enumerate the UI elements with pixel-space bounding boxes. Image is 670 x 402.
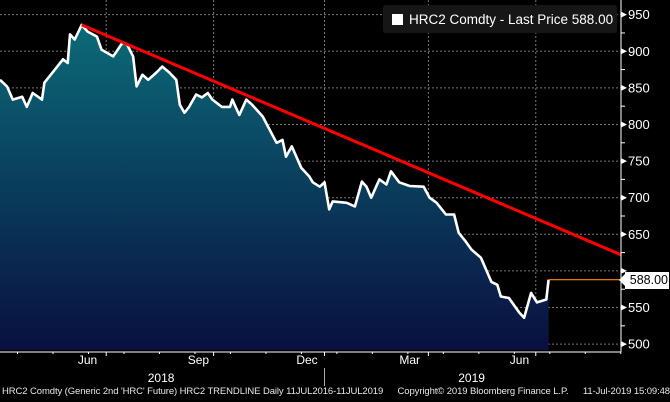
last-price-tag: 588.00 [619,272,669,289]
y-tick-marker [621,194,627,201]
trendline [81,23,622,257]
x-month-label: Sep [188,353,210,367]
y-tick-label: 550 [628,300,650,315]
y-tick-marker [621,11,627,18]
x-month-label: Jun [510,353,529,367]
y-tick-label: 850 [628,80,650,95]
y-tick-marker [621,158,627,165]
chart-footer: HRC2 Comdty (Generic 2nd 'HRC' Future) H… [2,386,670,397]
y-tick-marker [621,304,627,311]
y-tick-marker [621,48,627,55]
y-tick-marker [621,341,627,348]
legend-label: HRC2 Comdty - Last Price 588.00 [409,11,614,27]
x-year-label: 2018 [148,371,175,385]
x-month-label: Mar [399,353,420,367]
footer-copyright: Copyright© 2019 Bloomberg Finance L.P. [397,386,569,397]
y-tick-label: 500 [628,337,650,352]
price-area [0,24,549,351]
y-tick-label: 750 [628,154,650,169]
price-line [0,23,550,320]
x-month-label: Dec [296,353,317,367]
footer-timestamp: 11-Jul-2019 15:09:48 [582,386,670,397]
y-tick-label: 650 [628,227,650,242]
y-tick-marker [621,267,627,274]
chart-legend: HRC2 Comdty - Last Price 588.00 [383,5,617,33]
y-tick-label: 800 [628,117,650,132]
y-tick-label: 700 [628,190,650,205]
x-month-label: Jun [78,353,97,367]
y-tick-marker [621,84,627,91]
y-tick-marker [621,231,627,238]
legend-swatch [392,13,403,25]
y-tick-marker [621,121,627,128]
footer-description: HRC2 Comdty (Generic 2nd 'HRC' Future) H… [2,386,384,397]
y-tick-label: 950 [628,7,650,22]
y-tick-label: 900 [628,44,650,59]
x-year-label: 2019 [458,371,485,385]
